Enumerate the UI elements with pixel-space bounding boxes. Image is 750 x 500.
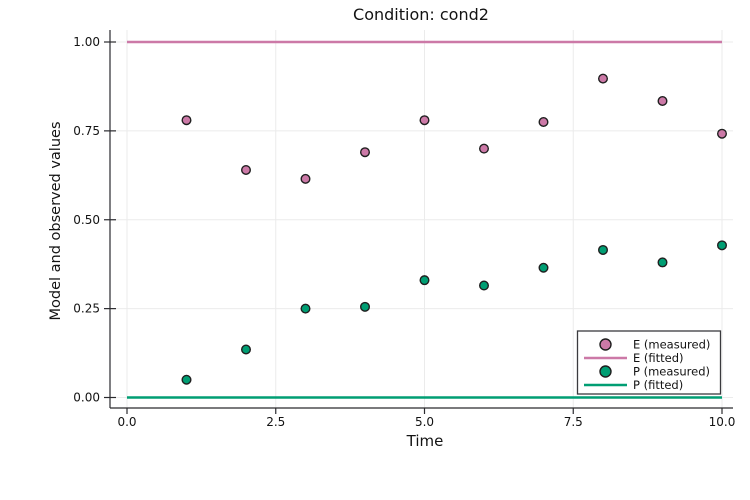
- data-point: [657, 96, 668, 107]
- legend-label: P (fitted): [633, 378, 683, 392]
- legend-row-p-measured: P (measured): [599, 365, 710, 379]
- y-tick-label: 0.50: [73, 213, 100, 227]
- data-point: [360, 301, 371, 312]
- data-point: [181, 374, 192, 385]
- chart-title: Condition: cond2: [353, 5, 489, 24]
- x-tick-label: 0.0: [117, 415, 136, 429]
- data-point: [300, 303, 311, 314]
- x-tick-label: 10.0: [709, 415, 736, 429]
- legend-marker-swatch: [599, 338, 612, 351]
- x-tick-label: 2.5: [266, 415, 285, 429]
- data-point: [419, 115, 430, 126]
- data-point: [479, 143, 490, 154]
- data-point: [538, 262, 549, 273]
- x-tick-label: 5.0: [415, 415, 434, 429]
- x-axis-label: Time: [406, 432, 444, 450]
- data-point: [300, 173, 311, 184]
- legend-row-e-measured: E (measured): [599, 338, 710, 352]
- legend-row-p-fitted: P (fitted): [584, 378, 683, 392]
- series-e-measured: [181, 73, 728, 184]
- x-tick-labels: 0.0 2.5 5.0 7.5 10.0: [117, 415, 735, 429]
- y-tick-label: 0.00: [73, 391, 100, 405]
- data-point: [360, 147, 371, 158]
- data-point: [538, 116, 549, 127]
- data-point: [181, 115, 192, 126]
- data-point: [240, 344, 251, 355]
- axes: [104, 30, 733, 414]
- data-point: [419, 275, 430, 286]
- legend: E (measured)E (fitted)P (measured)P (fit…: [576, 330, 722, 395]
- data-point: [657, 257, 668, 268]
- y-tick-label: 0.25: [73, 302, 100, 316]
- x-tick-label: 7.5: [564, 415, 583, 429]
- y-axis-label: Model and observed values: [48, 121, 64, 320]
- data-point: [717, 240, 728, 251]
- y-tick-labels: 0.00 0.25 0.50 0.75 1.00: [73, 35, 100, 405]
- legend-label: P (measured): [633, 365, 710, 379]
- data-point: [717, 128, 728, 139]
- legend-marker-swatch: [599, 365, 612, 378]
- series-layer: [127, 40, 728, 399]
- data-point: [598, 244, 609, 255]
- legend-label: E (fitted): [633, 351, 684, 365]
- data-point: [598, 73, 609, 84]
- y-tick-label: 0.75: [73, 124, 100, 138]
- data-point: [240, 164, 251, 175]
- series-p-measured: [181, 240, 728, 385]
- legend-row-e-fitted: E (fitted): [584, 351, 684, 365]
- data-point: [479, 280, 490, 291]
- y-tick-label: 1.00: [73, 35, 100, 49]
- legend-label: E (measured): [633, 338, 710, 352]
